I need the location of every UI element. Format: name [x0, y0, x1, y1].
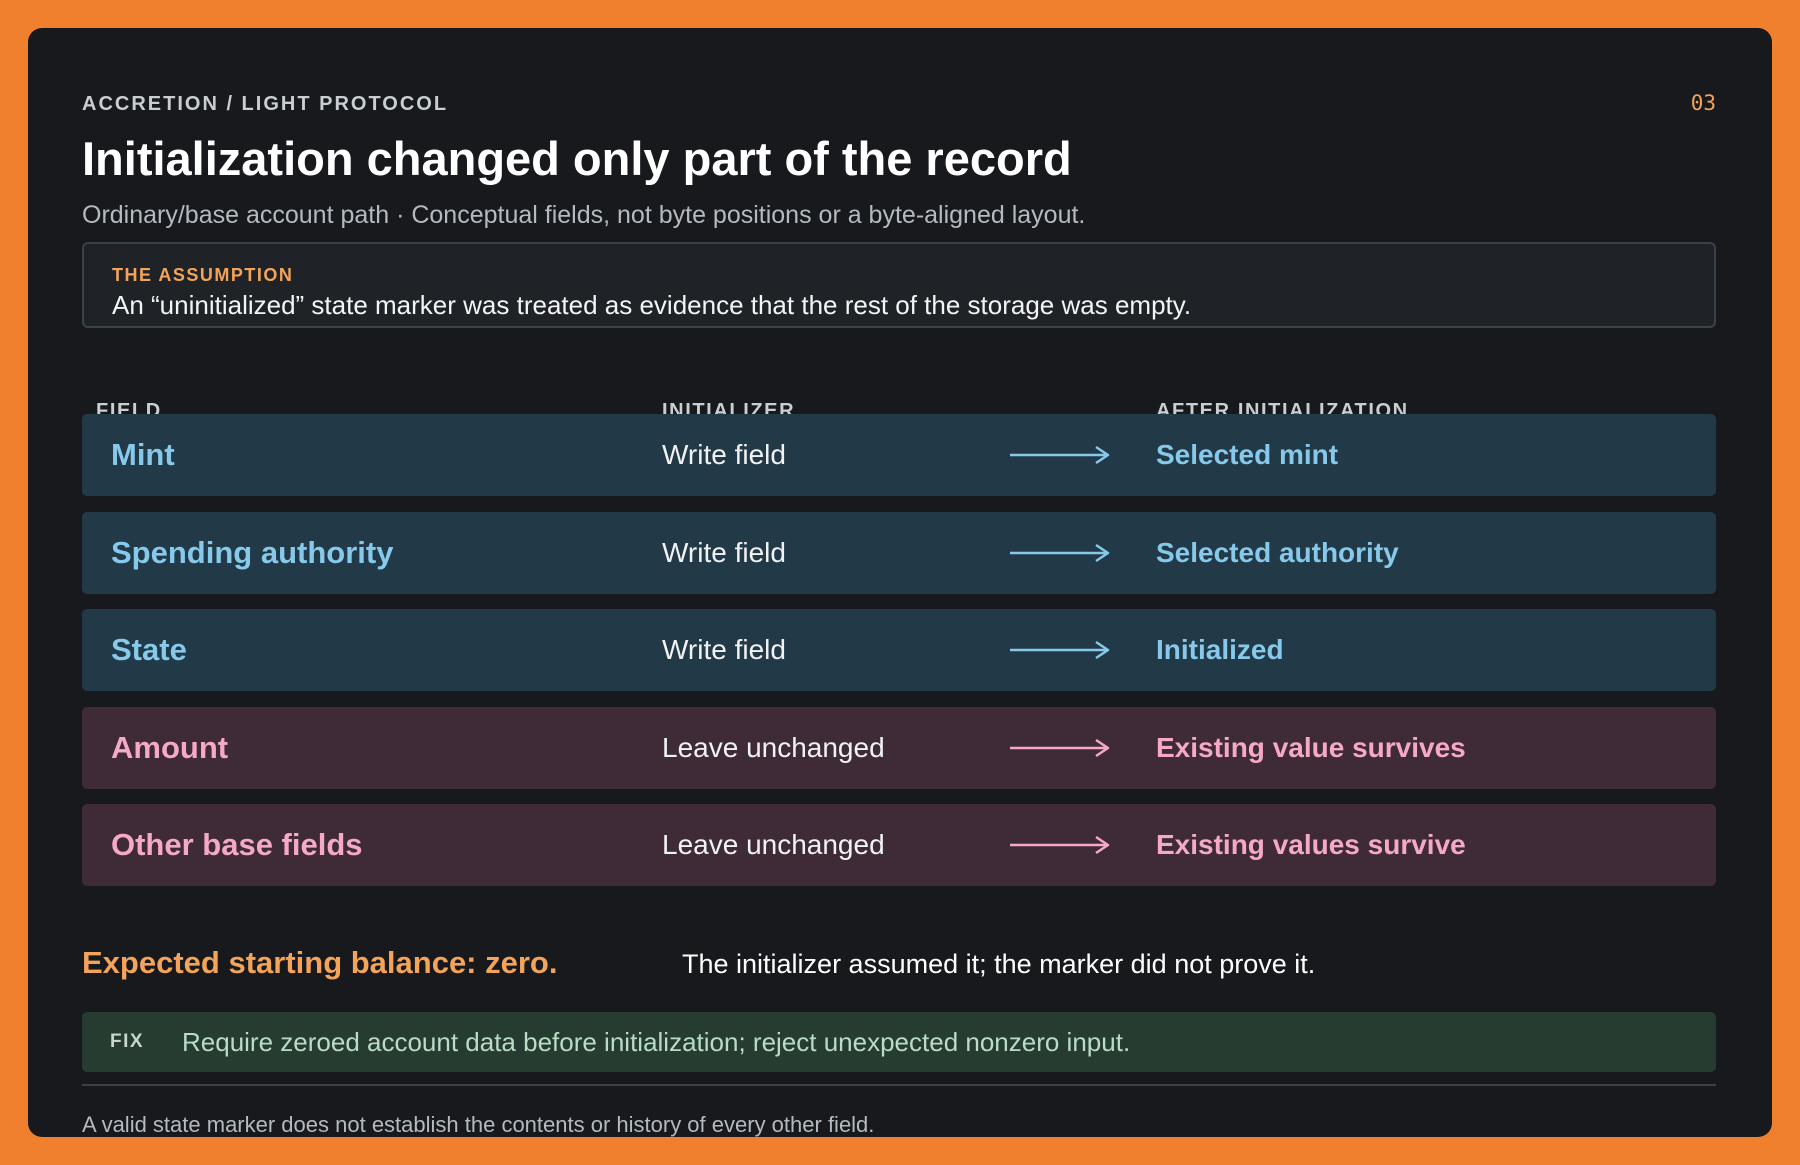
- right-arrow-icon: [1010, 738, 1110, 758]
- page-title: Initialization changed only part of the …: [82, 132, 1072, 185]
- initializer-action: Leave unchanged: [662, 829, 885, 860]
- slide-number: 03: [1690, 91, 1716, 115]
- right-arrow-icon: [1010, 835, 1110, 855]
- field-name: Other base fields: [111, 827, 363, 862]
- fix-label: FIX: [110, 1031, 145, 1052]
- field-name: Mint: [111, 437, 175, 472]
- right-arrow-icon: [1010, 640, 1110, 660]
- assumption-callout: THE ASSUMPTION An “uninitialized” state …: [82, 242, 1716, 328]
- footnote: A valid state marker does not establish …: [82, 1112, 875, 1137]
- eyebrow-label: ACCRETION / LIGHT PROTOCOL: [82, 93, 449, 115]
- assumption-text: An “uninitialized” state marker was trea…: [112, 290, 1192, 320]
- right-arrow-icon: [1010, 543, 1110, 563]
- initializer-action: Write field: [662, 439, 786, 470]
- divider: [82, 1084, 1716, 1086]
- field-name: State: [111, 632, 187, 667]
- field-name: Amount: [111, 730, 229, 765]
- table-row: Mint Write field Selected mint: [82, 414, 1716, 496]
- table-row: State Write field Initialized: [82, 609, 1716, 691]
- expected-balance-headline: Expected starting balance: zero.: [82, 945, 558, 980]
- expected-balance-note: The initializer assumed it; the marker d…: [682, 949, 1316, 979]
- after-state: Existing value survives: [1156, 732, 1466, 763]
- initializer-action: Write field: [662, 537, 786, 568]
- page-subtitle: Ordinary/base account path · Conceptual …: [82, 201, 1086, 229]
- table-row: Spending authority Write field Selected au…: [82, 512, 1716, 594]
- initializer-action: Leave unchanged: [662, 732, 885, 763]
- initializer-action: Write field: [662, 634, 786, 665]
- after-state: Selected mint: [1156, 439, 1339, 470]
- slide-card: ACCRETION / LIGHT PROTOCOL 03 Initializa…: [28, 28, 1772, 1137]
- fix-text: Require zeroed account data before initi…: [182, 1027, 1131, 1057]
- table-row: Other base fields Leave unchanged Existing…: [82, 804, 1716, 886]
- table-row: Amount Leave unchanged Existing value surv…: [82, 707, 1716, 789]
- after-state: Selected authority: [1156, 537, 1399, 568]
- right-arrow-icon: [1010, 445, 1110, 465]
- after-state: Initialized: [1156, 634, 1284, 665]
- assumption-label: THE ASSUMPTION: [112, 265, 294, 285]
- field-name: Spending authority: [111, 535, 394, 570]
- fix-banner: FIX Require zeroed account data before i…: [82, 1012, 1716, 1072]
- after-state: Existing values survive: [1156, 829, 1466, 860]
